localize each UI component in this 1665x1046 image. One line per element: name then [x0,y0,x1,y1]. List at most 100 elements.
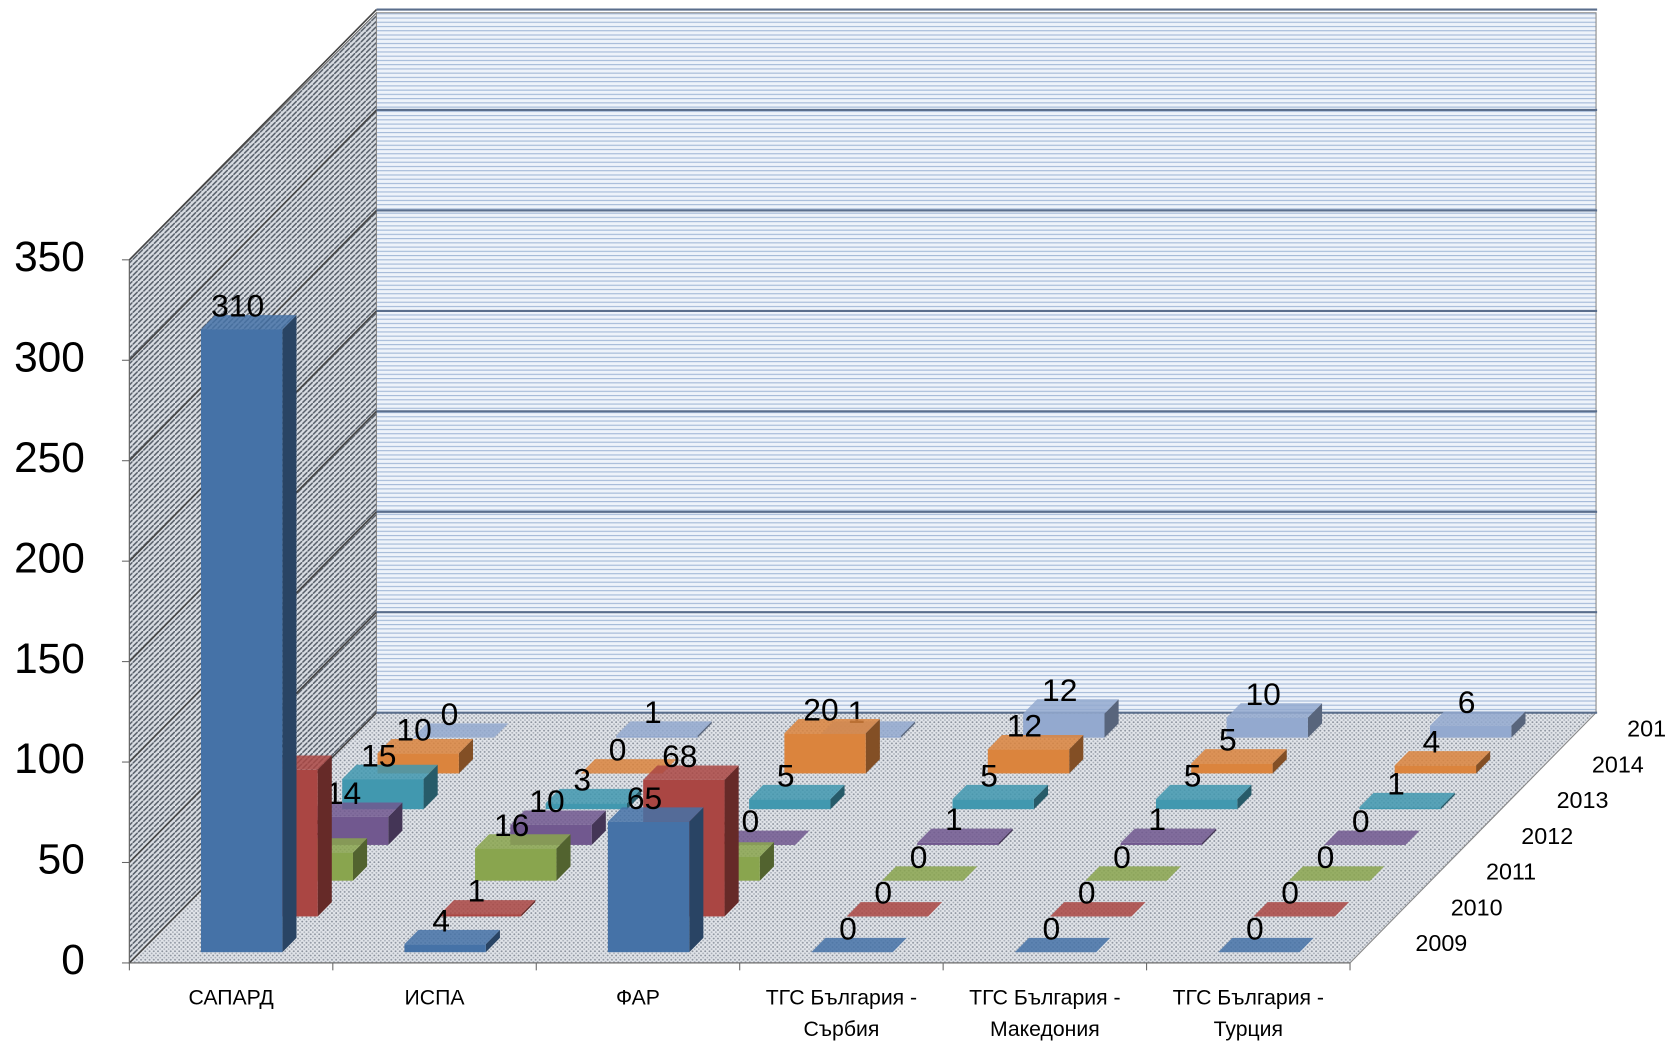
bar-side [521,900,536,917]
bar-side [485,929,500,953]
bar [1014,937,1111,953]
data-label: 3 [573,761,591,797]
bar-front [439,914,522,917]
data-label: 0 [910,839,928,875]
x-tick-label-box: ТГС България - Македония [969,986,1120,1041]
bar [377,739,473,774]
bar-side [282,315,297,953]
bar-top [201,315,297,330]
bar [1120,828,1217,845]
y-tick-label: 350 [14,233,85,280]
data-label: 10 [1245,676,1280,712]
x-tick-label-box: САПАРД [188,986,273,1009]
bar-side [388,802,403,845]
bar-front [952,799,1034,810]
bar [1324,830,1420,845]
bar [1288,866,1385,881]
bar-top [1359,792,1455,808]
bar-side [317,755,332,917]
data-label: 68 [662,738,697,774]
bar-top [881,866,978,881]
bar [1359,792,1455,810]
bar-front [616,735,698,738]
bar-top [439,900,536,915]
bar-side [724,765,739,917]
bar [1394,751,1491,774]
bar [917,828,1013,845]
data-label: 15 [361,737,396,773]
bar-side [865,718,880,774]
y-tick-label: 250 [14,434,85,481]
bar-front [201,329,283,953]
grid-line [128,109,378,361]
data-label: 4 [1422,724,1440,760]
data-label: 10 [529,783,564,819]
data-label: 0 [742,803,760,839]
bar-side [759,842,774,881]
bar [1253,902,1349,917]
data-label: 1 [644,694,662,730]
x-tick-label-box: ИСПА [405,986,465,1009]
bar [1218,937,1314,953]
bar-side [830,784,845,810]
bar-top [846,902,943,917]
bar-top [1324,830,1420,845]
bar-side [901,721,916,738]
bar-top [580,759,677,774]
bar-front [607,821,690,953]
bar [749,784,845,810]
bar-top [1429,711,1526,726]
bar-front [1191,763,1273,774]
data-label: 0 [1113,839,1131,875]
bar [545,788,642,810]
bar-top [784,718,880,734]
bar-top [404,929,500,945]
bar-side [458,739,473,774]
bar-top [616,721,712,736]
bar [1050,902,1146,917]
data-label: 20 [803,691,838,727]
bar-top [1191,749,1287,764]
data-label: 0 [1043,910,1061,946]
data-label: 12 [1007,708,1042,744]
bar-side [1069,735,1084,774]
data-label: 5 [777,757,795,793]
y-tick-label: 100 [14,735,85,782]
bar [987,735,1084,774]
data-label: 5 [1219,722,1237,758]
data-label: 1 [1387,765,1405,801]
x-tick-label-box: ТГС България - Сърбия [766,986,917,1041]
bar [580,759,677,774]
bar [1226,703,1323,738]
bar-front [545,803,628,810]
bar-side [556,834,571,881]
data-label: 0 [1352,803,1370,839]
bar-top [1226,703,1323,718]
y-tick-label: 200 [14,534,85,581]
data-label: 6 [1458,684,1476,720]
bar-top [412,723,509,738]
bar [201,315,297,953]
bar-top [1253,902,1349,917]
bar [616,721,712,738]
data-label: 1 [945,801,963,837]
bar [404,929,500,953]
bar-top [1014,937,1111,953]
bar-top [987,735,1084,750]
bar-side [352,838,368,881]
bar-side [423,764,438,810]
bar-top [643,765,739,780]
bar-front [784,733,866,774]
data-label: 16 [494,807,529,843]
bar [811,937,907,953]
bar-top [917,828,1013,843]
bar-front [1155,799,1238,810]
data-label: 0 [441,696,459,732]
bar-top [342,764,438,780]
bar-top [749,784,845,800]
bar [412,723,509,738]
bar-front [1226,717,1308,738]
bar-top [475,834,571,849]
back-wall [375,12,1597,714]
